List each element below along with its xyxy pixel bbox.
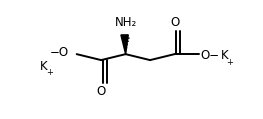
Text: NH₂: NH₂: [114, 16, 137, 29]
Text: K: K: [221, 50, 228, 62]
Text: +: +: [46, 68, 53, 77]
Polygon shape: [121, 35, 128, 54]
Text: O: O: [170, 16, 179, 29]
Text: −O: −O: [49, 46, 69, 59]
Text: O−: O−: [200, 50, 219, 62]
Text: K: K: [40, 60, 48, 73]
Text: O: O: [97, 85, 106, 98]
Text: +: +: [226, 58, 233, 67]
